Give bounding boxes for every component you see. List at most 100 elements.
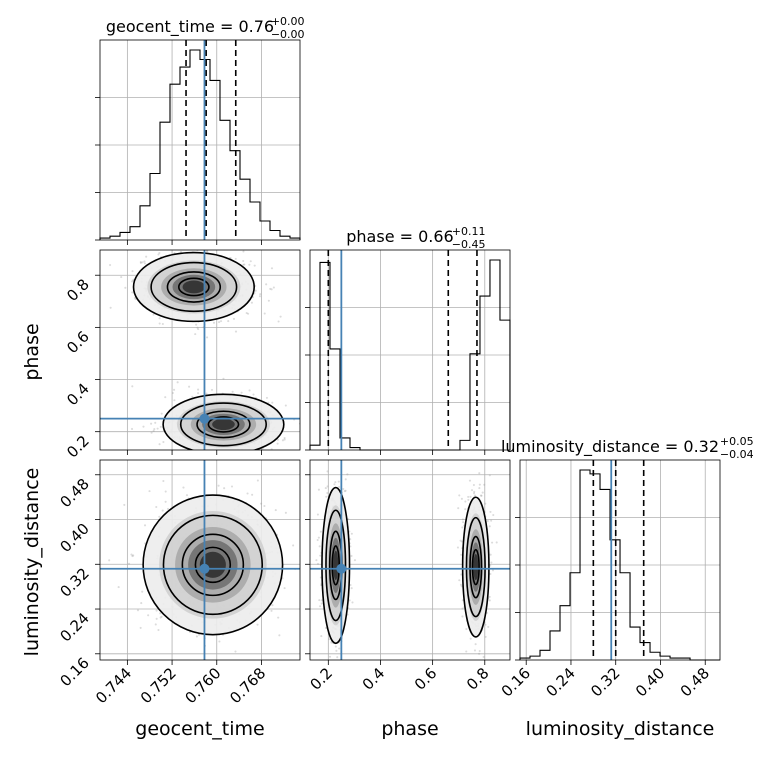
- sample-point: [490, 519, 493, 522]
- sample-point: [271, 401, 274, 404]
- sample-point: [137, 241, 139, 243]
- sample-point: [488, 595, 491, 598]
- sample-point: [468, 479, 472, 482]
- sample-point: [189, 248, 191, 250]
- sample-point: [317, 536, 320, 539]
- sample-point: [206, 250, 209, 252]
- sample-point: [272, 286, 275, 289]
- sample-point: [156, 427, 159, 430]
- sample-point: [317, 488, 320, 491]
- sample-point: [258, 295, 261, 298]
- sample-point: [182, 486, 185, 489]
- sample-point: [230, 485, 234, 488]
- sample-point: [155, 609, 158, 612]
- sample-point: [316, 538, 319, 542]
- sample-point: [478, 472, 481, 475]
- sample-point: [159, 425, 162, 428]
- sample-point: [240, 391, 243, 394]
- title-upper-error: +0.05: [720, 435, 754, 448]
- sample-point: [265, 396, 268, 399]
- sample-point: [123, 503, 126, 506]
- sample-point: [109, 263, 112, 267]
- contour-line: [321, 486, 351, 645]
- contour-line: [181, 533, 245, 597]
- sample-point: [467, 498, 470, 501]
- sample-point: [177, 237, 179, 239]
- sample-point: [231, 390, 234, 393]
- title-upper-error: +0.11: [452, 225, 486, 238]
- sample-point: [200, 455, 202, 457]
- panel-frame: [99, 249, 301, 451]
- sample-point: [265, 283, 268, 286]
- panel-title: geocent_time = 0.76+0.00−0.00: [106, 15, 305, 41]
- sample-point: [132, 554, 135, 557]
- sample-point: [250, 453, 252, 455]
- sample-point: [194, 451, 196, 453]
- sample-point: [197, 392, 200, 395]
- sample-point: [350, 587, 353, 590]
- x-tick-label: 0.48: [677, 664, 713, 700]
- hist-panel-luminosity_distance: 0.16 0.24 0.32 0.40 0.48 luminosity_distance …: [498, 435, 754, 700]
- sample-point: [270, 288, 273, 291]
- sample-point: [131, 555, 134, 558]
- 2d-panel-geocent_time-phase: 0.2 0.4 0.6 0.8: [63, 237, 301, 468]
- sample-point: [281, 439, 284, 442]
- sample-point: [109, 306, 112, 309]
- sample-point: [173, 388, 176, 391]
- sample-point: [318, 599, 321, 602]
- contour-line: [325, 509, 347, 622]
- contour-line: [207, 416, 240, 433]
- panel-frame: [519, 459, 721, 661]
- sample-point: [232, 454, 234, 456]
- truth-marker: [199, 413, 210, 424]
- sample-point: [274, 509, 277, 512]
- sample-point: [474, 643, 477, 646]
- sample-point: [160, 615, 163, 618]
- sample-point: [324, 487, 327, 490]
- sample-point: [145, 255, 148, 258]
- y-tick-label: 0.4: [63, 380, 93, 410]
- sample-point: [478, 649, 481, 653]
- sample-point: [222, 377, 225, 380]
- sample-point: [139, 626, 142, 629]
- sample-point: [325, 495, 328, 498]
- sample-point: [171, 391, 174, 395]
- sample-point: [194, 672, 196, 674]
- x-tick-label: 0.768: [226, 664, 269, 707]
- sample-point: [334, 645, 337, 648]
- xlabel-luminosity_distance: luminosity_distance: [526, 718, 715, 740]
- sample-point: [256, 623, 259, 626]
- ylabel-luminosity_distance: luminosity_distance: [21, 468, 43, 657]
- sample-point: [480, 494, 483, 497]
- sample-point: [276, 442, 279, 445]
- sample-point: [239, 456, 241, 458]
- sample-point: [457, 507, 460, 510]
- sample-point: [141, 261, 144, 264]
- sample-point: [278, 634, 281, 637]
- sample-point: [473, 490, 476, 493]
- 2d-panel-phase-luminosity_distance: 0.2 0.4 0.6 0.8: [305, 459, 511, 694]
- sample-point: [212, 321, 216, 324]
- sample-point: [248, 263, 251, 266]
- sample-point: [158, 322, 161, 325]
- hist-panel-geocent_time: geocent_time = 0.76+0.00−0.00: [95, 15, 305, 245]
- sample-point: [197, 388, 200, 391]
- sample-point: [465, 650, 468, 653]
- sample-point: [196, 326, 199, 329]
- sample-point: [284, 511, 287, 514]
- sample-point: [185, 466, 187, 468]
- sample-point: [488, 525, 491, 528]
- sample-point: [489, 572, 492, 576]
- sample-point: [246, 463, 248, 465]
- sample-point: [300, 537, 302, 539]
- sample-point: [326, 470, 329, 473]
- hist-steps: [519, 469, 721, 661]
- sample-point: [92, 280, 94, 282]
- sample-point: [284, 404, 287, 407]
- sample-point: [461, 526, 464, 529]
- sample-point: [488, 474, 491, 477]
- panel-frame: [309, 249, 511, 451]
- panels-layer: geocent_time = 0.76+0.00−0.00 phase = 0.6…: [56, 15, 753, 707]
- sample-point: [304, 610, 306, 612]
